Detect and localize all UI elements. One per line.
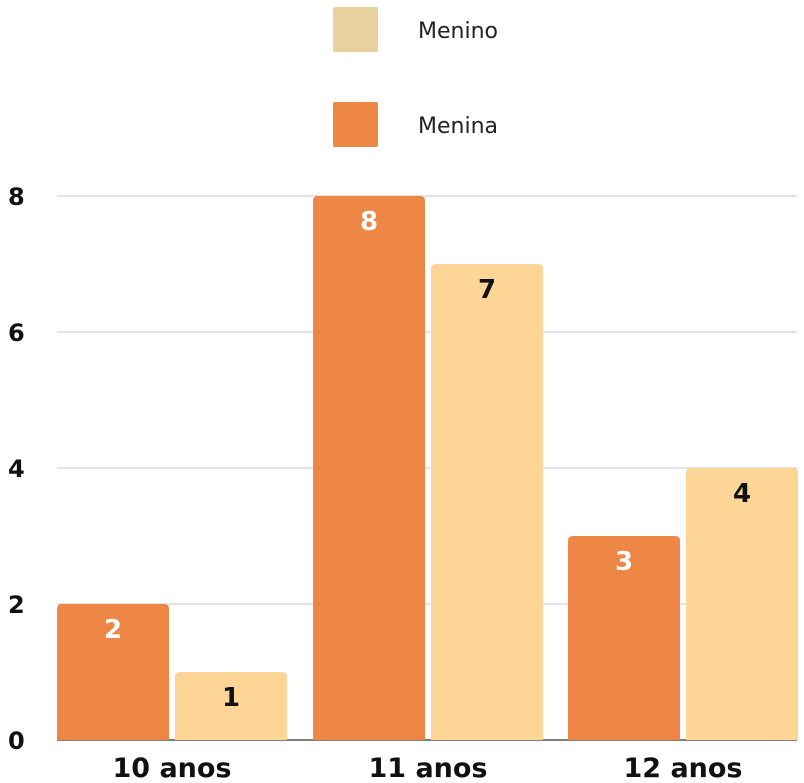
data-label-menina: 3: [615, 547, 633, 577]
data-label-menino: 7: [478, 275, 496, 305]
data-label-menino: 4: [733, 479, 751, 509]
y-tick-label: 6: [8, 319, 25, 347]
x-tick-label: 10 anos: [112, 753, 231, 783]
bar-menina-3: [568, 536, 680, 740]
data-label-menino: 1: [222, 683, 240, 713]
x-axis-ticks: 10 anos 11 anos 12 anos: [112, 753, 742, 783]
bar-menino-1: [175, 672, 287, 740]
y-tick-label: 0: [8, 727, 25, 755]
bar-menina-1: [57, 604, 169, 740]
bar-menino-2: [431, 264, 543, 740]
legend-label-menina: Menina: [418, 114, 498, 139]
y-tick-label: 2: [8, 591, 25, 619]
x-tick-label: 11 anos: [368, 753, 487, 783]
legend: Menino Menina: [333, 7, 498, 147]
data-label-menina: 8: [360, 207, 378, 237]
y-axis-ticks: 0 2 4 6 8: [8, 183, 25, 755]
y-tick-label: 4: [8, 455, 25, 483]
bar-menino-3: [686, 468, 798, 740]
legend-swatch-menino: [333, 7, 378, 52]
bar-menina-2: [313, 196, 425, 740]
data-label-menina: 2: [104, 615, 122, 645]
legend-label-menino: Menino: [418, 19, 498, 44]
bars: 2 1 8 7 3 4: [57, 196, 798, 740]
y-tick-label: 8: [8, 183, 25, 211]
legend-swatch-menina: [333, 102, 378, 147]
x-tick-label: 12 anos: [623, 753, 742, 783]
